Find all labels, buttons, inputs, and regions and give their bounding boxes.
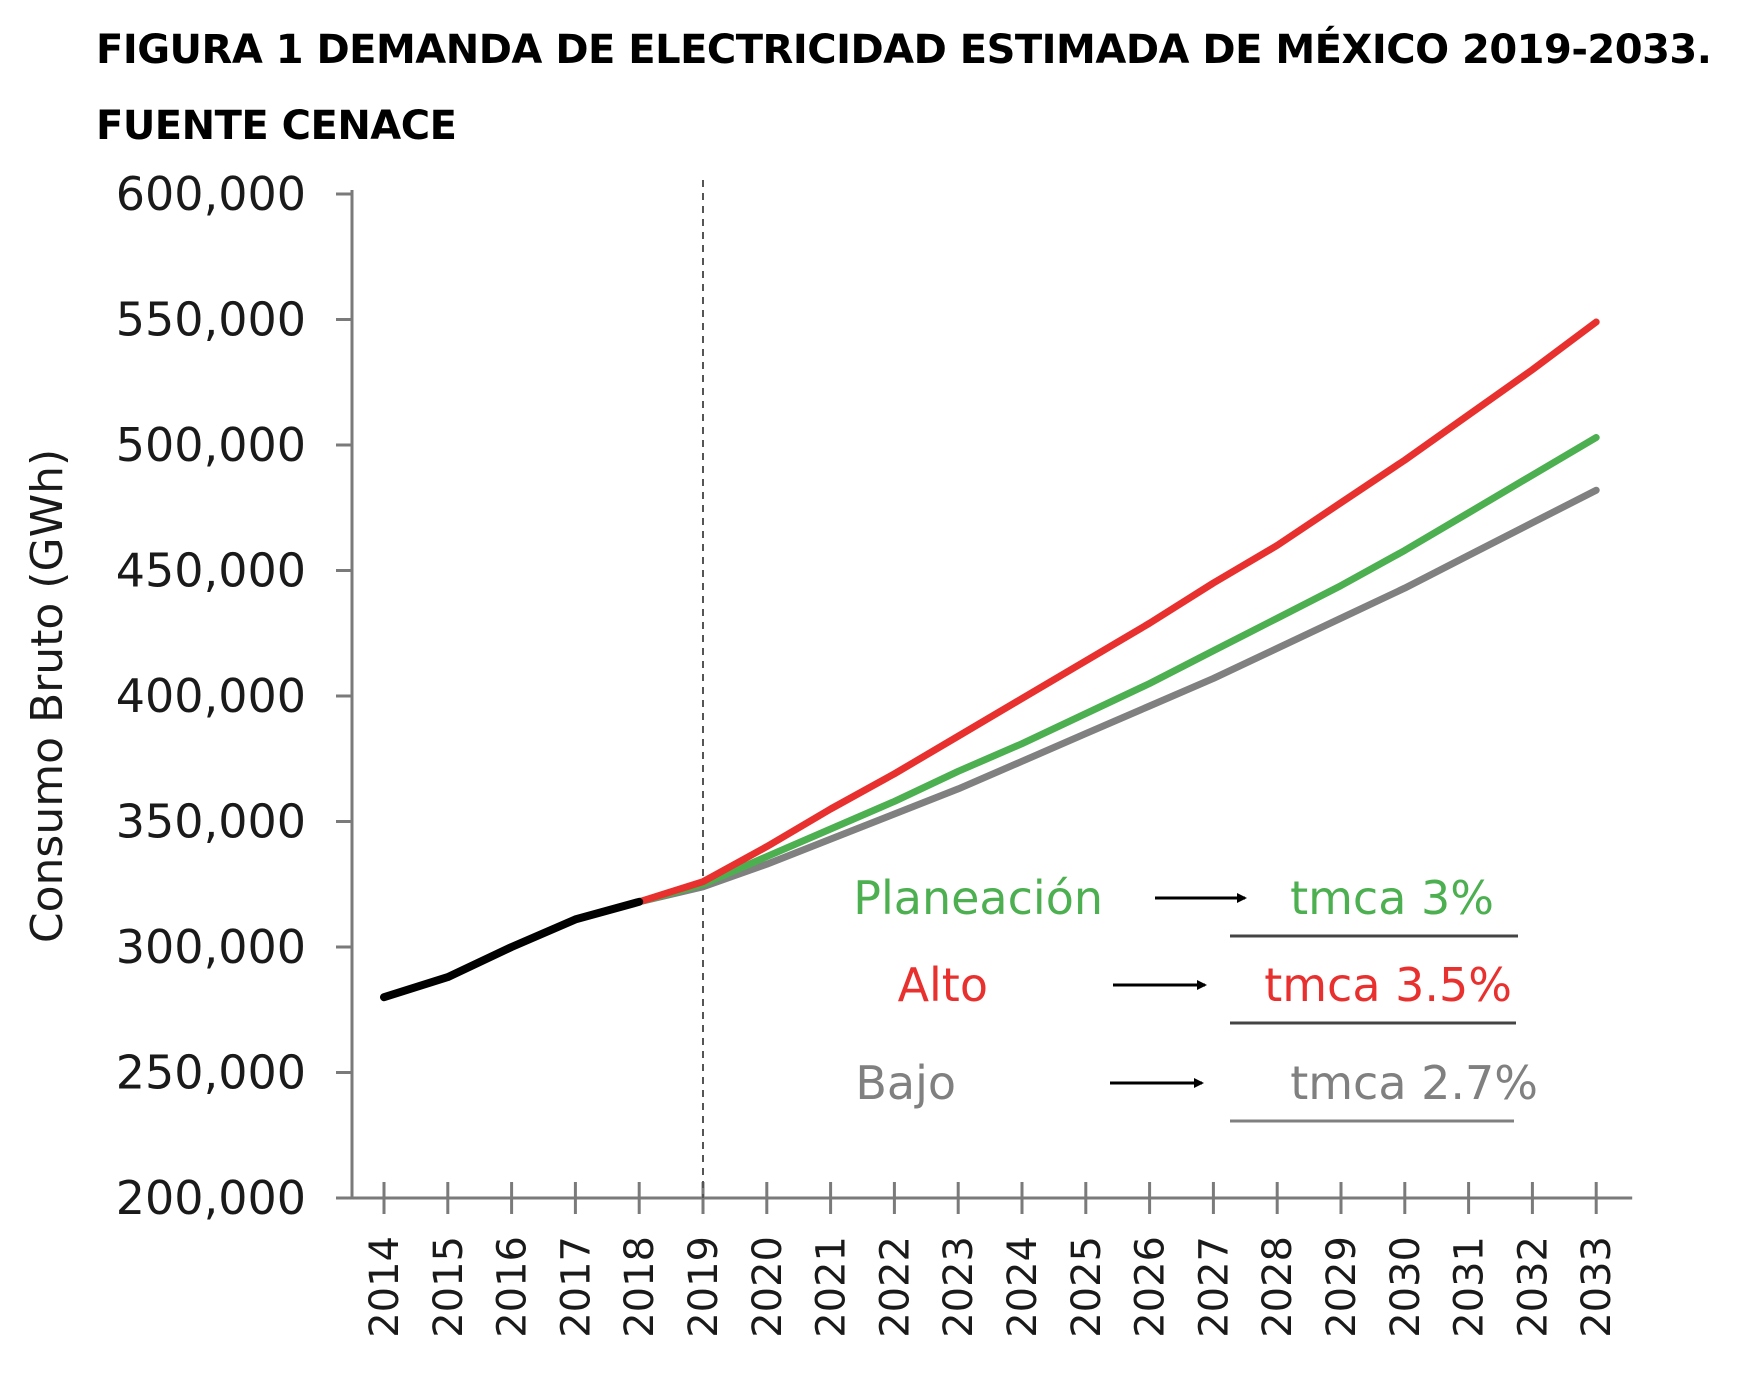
- series-lines: [380, 318, 1600, 1002]
- series-line-alto: [635, 318, 1600, 906]
- y-tick-label: 250,000: [116, 1046, 306, 1100]
- figure-title-line-1: FIGURA 1 DEMANDA DE ELECTRICIDAD ESTIMAD…: [96, 27, 1712, 73]
- x-tick-label: 2021: [809, 1236, 855, 1338]
- y-tick-label: 500,000: [116, 418, 306, 472]
- legend-label-alto: Alto: [898, 958, 988, 1012]
- figure-title: FIGURA 1 DEMANDA DE ELECTRICIDAD ESTIMAD…: [96, 12, 1736, 164]
- x-tick-label: 2030: [1383, 1236, 1429, 1338]
- y-tick-label: 450,000: [116, 544, 306, 598]
- y-tick-label: 550,000: [116, 293, 306, 347]
- x-tick-label: 2024: [1000, 1236, 1046, 1338]
- x-tick-label: 2031: [1447, 1236, 1493, 1338]
- y-tick-label: 600,000: [116, 167, 306, 221]
- x-tick-label: 2014: [362, 1236, 408, 1338]
- series-line-bajo: [635, 486, 1600, 906]
- figure-title-line-2: FUENTE CENACE: [96, 103, 457, 149]
- legend-rate-alto: tmca 3.5%: [1264, 958, 1512, 1012]
- x-tick-label: 2018: [617, 1236, 663, 1338]
- legend-rate-planeacion: tmca 3%: [1290, 871, 1494, 925]
- y-tick-label: 350,000: [116, 795, 306, 849]
- series-line-historico: [380, 897, 644, 1002]
- x-tick-label: 2033: [1574, 1236, 1620, 1338]
- x-tick-label: 2017: [553, 1236, 599, 1338]
- legend-label-bajo: Bajo: [855, 1056, 956, 1110]
- legend: Planeación tmca 3% Alto tmca 3.5% Bajo tmca 2…: [853, 871, 1538, 1123]
- x-tick-label: 2022: [872, 1236, 918, 1338]
- x-tick-label: 2023: [936, 1236, 982, 1338]
- x-tick-label: 2020: [745, 1236, 791, 1338]
- y-tick-label: 200,000: [116, 1171, 306, 1225]
- y-tick-label: 300,000: [116, 920, 306, 974]
- x-tick-label: 2029: [1319, 1236, 1365, 1338]
- legend-rate-bajo: tmca 2.7%: [1290, 1056, 1538, 1110]
- x-tick-label: 2032: [1510, 1236, 1556, 1338]
- x-tick-label: 2026: [1128, 1236, 1174, 1338]
- y-axis-title: Consumo Bruto (GWh): [22, 449, 73, 943]
- x-tick-label: 2015: [426, 1236, 472, 1338]
- x-tick-label: 2025: [1064, 1236, 1110, 1338]
- x-tick-label: 2028: [1255, 1236, 1301, 1338]
- legend-label-planeacion: Planeación: [853, 871, 1103, 925]
- x-tick-label: 2019: [681, 1236, 727, 1338]
- x-tick-label: 2027: [1191, 1236, 1237, 1338]
- series-line-planeacion: [635, 434, 1600, 906]
- x-tick-label: 2016: [490, 1236, 536, 1338]
- axes: 200,000 250,000 300,000 350,000 400,000 450,0…: [22, 167, 1633, 1338]
- y-tick-label: 400,000: [116, 669, 306, 723]
